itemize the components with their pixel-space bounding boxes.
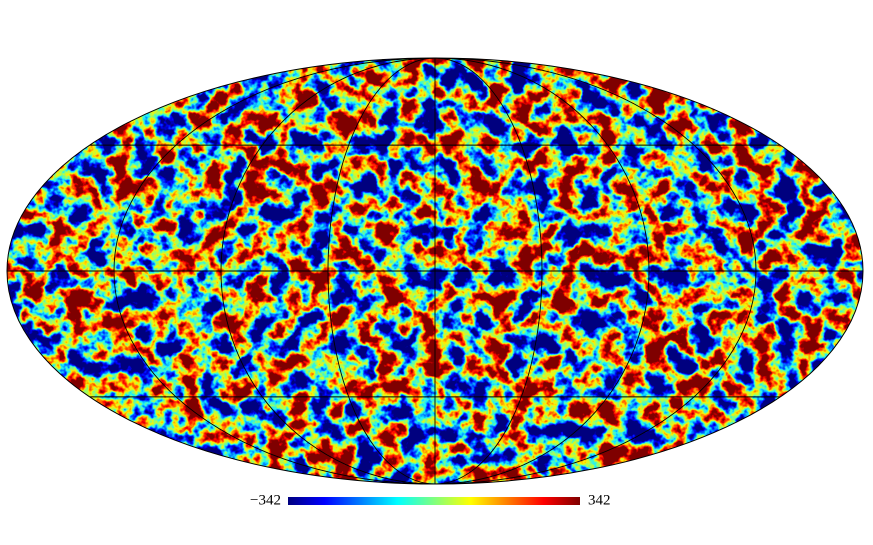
colorbar-min-label: −342 [250, 492, 281, 508]
colorbar-max-label: 342 [588, 492, 611, 508]
map-outline [6, 57, 864, 485]
sky-map [6, 57, 864, 485]
colorbar-scale [288, 497, 580, 505]
colorbar: −342 342 [250, 492, 610, 508]
